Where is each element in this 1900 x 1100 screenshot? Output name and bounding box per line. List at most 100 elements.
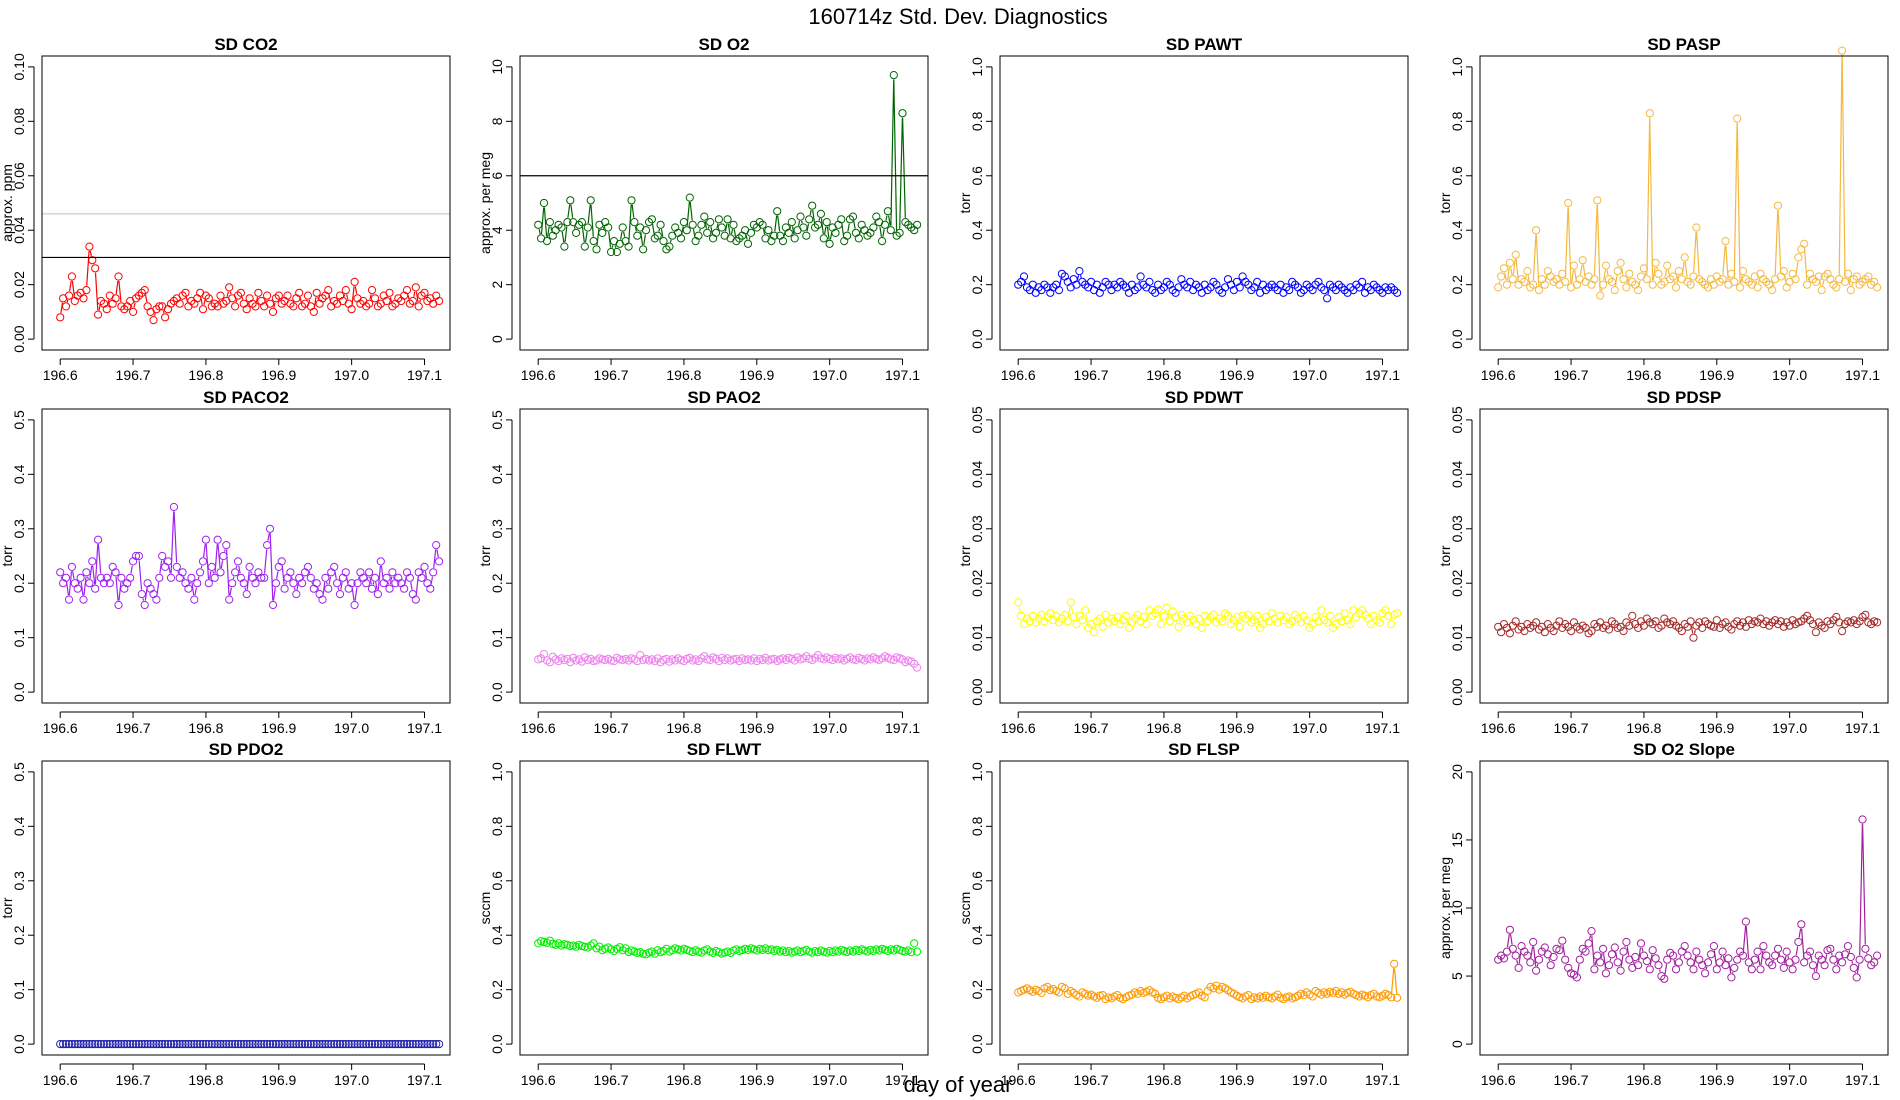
x-tick-label: 196.8	[188, 720, 223, 736]
data-point	[254, 1040, 263, 1049]
y-tick-label: 0	[1449, 1040, 1465, 1048]
data-point	[545, 218, 555, 227]
data-point	[697, 220, 706, 229]
data-point	[895, 228, 904, 237]
data-point	[131, 294, 141, 303]
data-point	[94, 1040, 103, 1049]
y-tick-label: 0.3	[11, 519, 27, 539]
data-point	[1508, 944, 1517, 953]
data-point	[758, 220, 767, 229]
data-point	[1078, 616, 1087, 625]
x-tick-label: 196.6	[521, 1072, 556, 1088]
data-point	[1505, 629, 1515, 638]
y-tick-label: 0.03	[969, 515, 985, 542]
data-point	[420, 1040, 429, 1049]
data-point	[219, 1040, 228, 1049]
data-point	[102, 305, 111, 314]
data-point	[341, 568, 350, 577]
data-point	[627, 196, 636, 205]
y-tick-label: 0.0	[489, 682, 505, 702]
data-point	[1864, 272, 1873, 281]
x-tick-label: 196.9	[1219, 367, 1254, 383]
data-point	[1835, 951, 1844, 960]
data-point	[1162, 277, 1171, 286]
data-point	[1337, 617, 1346, 626]
data-point	[1209, 984, 1218, 993]
data-point	[236, 288, 245, 297]
x-tick-label: 197.1	[1845, 1072, 1880, 1088]
data-point	[274, 291, 283, 300]
data-point	[1223, 611, 1233, 621]
data-point	[277, 557, 286, 566]
y-tick-label: 0.5	[11, 410, 27, 430]
panel-title: SD PDSP	[1647, 388, 1722, 407]
plot-frame	[1479, 55, 1889, 351]
data-point	[566, 942, 575, 951]
data-point	[1855, 280, 1864, 289]
data-point	[356, 1040, 365, 1049]
data-point	[1502, 280, 1512, 289]
data-point	[1642, 957, 1651, 966]
data-point	[1040, 617, 1049, 626]
data-point	[362, 1040, 371, 1049]
data-point	[1549, 952, 1558, 962]
data-point	[1861, 944, 1870, 953]
data-point	[388, 302, 397, 311]
data-point	[735, 234, 744, 243]
figure-xlabel: day of year	[904, 1072, 1013, 1097]
data-point	[286, 568, 295, 577]
data-point	[1800, 614, 1809, 623]
y-axis-label: torr	[1437, 192, 1453, 213]
data-point	[1692, 223, 1701, 232]
data-point	[324, 286, 333, 295]
data-point	[91, 264, 100, 273]
data-point	[1098, 991, 1107, 1000]
data-point	[137, 1040, 146, 1049]
data-point	[554, 220, 563, 229]
data-point	[134, 551, 143, 561]
data-point	[61, 1040, 71, 1049]
data-point	[1180, 991, 1189, 1000]
data-point	[729, 220, 738, 229]
data-point	[254, 288, 263, 297]
data-point	[1366, 620, 1375, 629]
y-tick-label: 0.00	[1449, 678, 1465, 705]
data-point	[886, 655, 895, 664]
data-point	[411, 283, 420, 292]
data-point	[1634, 623, 1643, 633]
data-point	[85, 579, 94, 588]
data-point	[761, 653, 770, 662]
series-line	[1024, 275, 1365, 295]
data-point	[394, 1040, 403, 1049]
data-point	[1634, 286, 1643, 295]
panel-title: SD O2	[698, 35, 749, 54]
data-point	[96, 296, 106, 306]
data-point	[201, 291, 210, 300]
data-point	[1511, 250, 1520, 259]
panel-title: SD FLSP	[1168, 740, 1240, 759]
data-point	[650, 234, 659, 243]
data-point	[126, 573, 135, 582]
data-point	[1610, 943, 1619, 952]
data-point	[566, 658, 575, 667]
data-point	[64, 1040, 74, 1049]
data-point	[1323, 294, 1332, 303]
data-point	[298, 579, 307, 588]
data-point	[344, 1040, 353, 1049]
data-point	[1680, 253, 1689, 262]
data-point	[181, 288, 190, 297]
data-point	[1334, 612, 1343, 622]
data-point	[1759, 620, 1768, 629]
y-axis-label: torr	[957, 545, 973, 566]
y-tick-label: 0.2	[489, 573, 505, 593]
data-point	[1183, 618, 1192, 627]
data-point	[1174, 622, 1183, 631]
data-point	[1657, 280, 1666, 289]
data-point	[1346, 620, 1355, 629]
x-tick-label: 197.0	[1772, 367, 1807, 383]
data-point	[1387, 993, 1396, 1002]
data-point	[231, 1040, 240, 1049]
x-tick-label: 196.6	[1481, 1072, 1516, 1088]
data-point	[312, 579, 321, 588]
data-point	[67, 272, 77, 281]
